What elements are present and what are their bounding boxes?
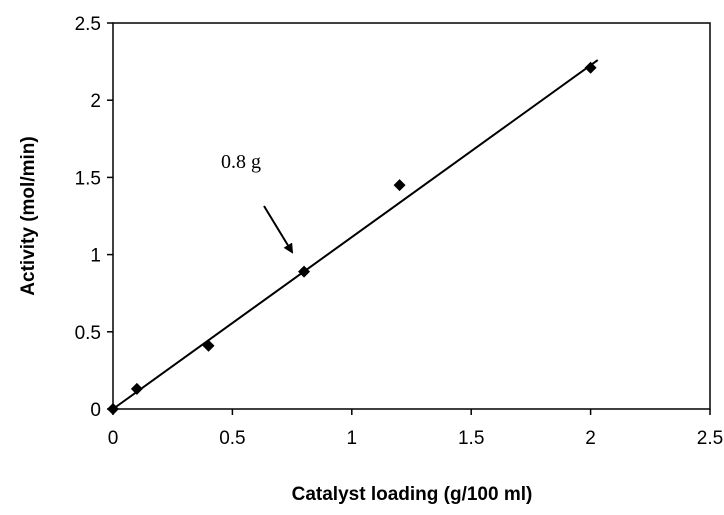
data-point <box>107 403 119 415</box>
data-point <box>393 179 406 192</box>
y-tick-label: 2 <box>90 91 101 112</box>
x-tick-label: 0.5 <box>219 428 245 449</box>
y-tick-label: 0 <box>90 400 101 421</box>
y-tick-label: 1 <box>90 246 101 267</box>
x-tick-label: 0 <box>108 428 119 449</box>
x-axis-ticks: 0 0.5 1 1.5 2 2.5 <box>108 409 723 449</box>
x-tick-label: 2 <box>585 428 596 449</box>
annotation-label: 0.8 g <box>221 151 261 173</box>
y-tick-label: 0.5 <box>75 323 101 344</box>
data-point <box>130 382 143 395</box>
x-tick-label: 1.5 <box>458 428 484 449</box>
y-axis-ticks: 0 0.5 1 1.5 2 2.5 <box>75 14 113 421</box>
plot-area-frame <box>112 22 711 410</box>
trendline <box>112 59 599 410</box>
data-point <box>584 61 597 74</box>
data-point <box>298 265 311 278</box>
data-points <box>107 61 597 415</box>
x-tick-label: 1 <box>347 428 358 449</box>
x-axis-title: Catalyst loading (g/100 ml) <box>292 484 533 505</box>
y-tick-label: 2.5 <box>75 14 101 35</box>
x-tick-label: 2.5 <box>697 428 723 449</box>
data-point <box>202 339 215 352</box>
y-tick-label: 1.5 <box>75 168 101 189</box>
annotation-arrow <box>263 205 294 254</box>
y-axis-title: Activity (mol/min) <box>18 136 39 295</box>
